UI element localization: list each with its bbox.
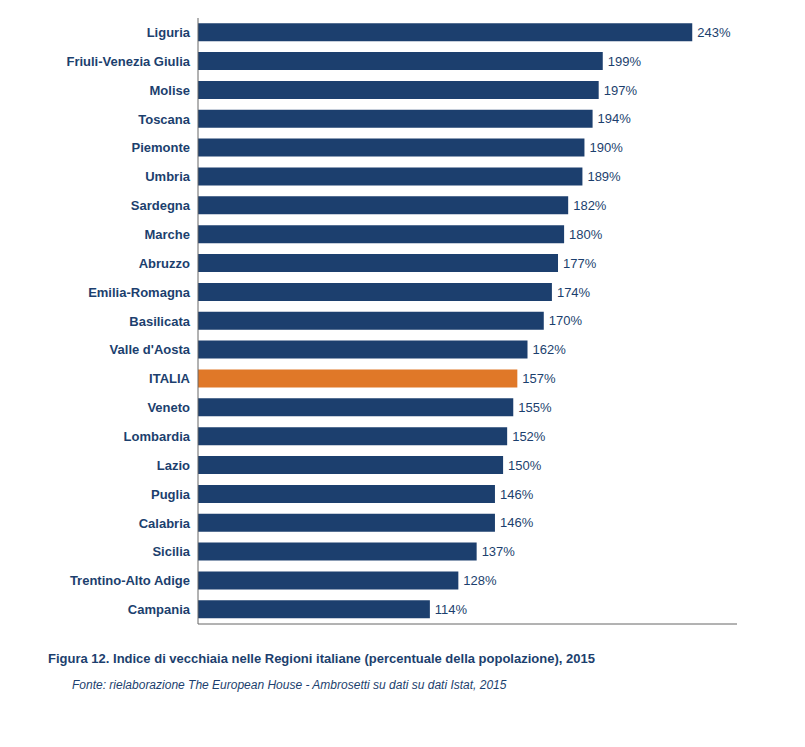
svg-text:182%: 182% [573, 198, 607, 213]
svg-text:146%: 146% [500, 515, 534, 530]
svg-text:Lazio: Lazio [157, 458, 190, 473]
svg-text:Valle d'Aosta: Valle d'Aosta [110, 342, 191, 357]
svg-text:Campania: Campania [128, 602, 191, 617]
svg-text:114%: 114% [435, 602, 468, 617]
svg-text:197%: 197% [604, 83, 638, 98]
svg-text:Toscana: Toscana [138, 112, 191, 127]
svg-text:155%: 155% [518, 400, 552, 415]
svg-text:170%: 170% [549, 313, 583, 328]
svg-text:Abruzzo: Abruzzo [139, 256, 190, 271]
svg-text:Lombardia: Lombardia [124, 429, 191, 444]
svg-text:174%: 174% [557, 285, 591, 300]
svg-text:Sicilia: Sicilia [152, 544, 190, 559]
svg-text:189%: 189% [587, 169, 621, 184]
svg-text:180%: 180% [569, 227, 603, 242]
svg-text:Sardegna: Sardegna [131, 198, 191, 213]
svg-text:Trentino-Alto Adige: Trentino-Alto Adige [70, 573, 190, 588]
svg-text:Piemonte: Piemonte [131, 140, 190, 155]
svg-text:146%: 146% [500, 487, 534, 502]
svg-text:150%: 150% [508, 458, 542, 473]
svg-text:194%: 194% [598, 111, 632, 126]
svg-text:190%: 190% [589, 140, 623, 155]
svg-text:Basilicata: Basilicata [129, 314, 190, 329]
svg-text:152%: 152% [512, 429, 546, 444]
svg-text:Marche: Marche [144, 227, 190, 242]
svg-text:128%: 128% [463, 573, 497, 588]
html-text:Fonte: rielaborazione The Euro: Fonte: rielaborazione The European House… [72, 678, 507, 692]
svg-text:177%: 177% [563, 256, 597, 271]
svg-text:Puglia: Puglia [151, 487, 191, 502]
svg-text:ITALIA: ITALIA [149, 371, 191, 386]
svg-text:157%: 157% [522, 371, 556, 386]
svg-text:Molise: Molise [150, 83, 190, 98]
svg-text:Umbria: Umbria [145, 169, 191, 184]
svg-text:Calabria: Calabria [139, 516, 191, 531]
svg-text:Veneto: Veneto [147, 400, 190, 415]
svg-text:199%: 199% [608, 54, 642, 69]
svg-text:Friuli-Venezia Giulia: Friuli-Venezia Giulia [66, 54, 190, 69]
svg-text:Liguria: Liguria [147, 25, 191, 40]
svg-text:243%: 243% [697, 25, 731, 40]
html-text:Figura 12. Indice di vecchiaia: Figura 12. Indice di vecchiaia nelle Reg… [48, 651, 595, 666]
svg-text:162%: 162% [533, 342, 567, 357]
svg-text:Emilia-Romagna: Emilia-Romagna [88, 285, 191, 300]
svg-text:137%: 137% [482, 544, 516, 559]
